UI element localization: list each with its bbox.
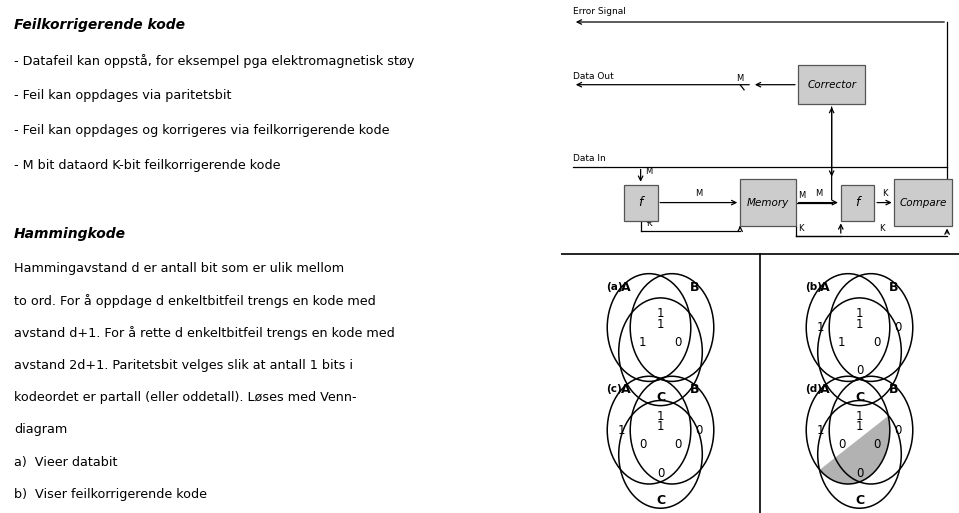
- Text: b)  Viser feilkorrigerende kode: b) Viser feilkorrigerende kode: [14, 488, 207, 501]
- Polygon shape: [820, 416, 890, 484]
- Text: Hammingkode: Hammingkode: [14, 227, 126, 241]
- Text: 1: 1: [817, 321, 825, 334]
- Text: Data Out: Data Out: [573, 72, 614, 81]
- Text: 0: 0: [695, 424, 703, 437]
- Text: C: C: [656, 494, 666, 507]
- Text: 0: 0: [674, 336, 682, 349]
- Text: Hammingavstand d er antall bit som er ulik mellom: Hammingavstand d er antall bit som er ul…: [14, 262, 344, 274]
- Text: B: B: [690, 383, 700, 396]
- Text: 0: 0: [855, 467, 863, 480]
- Text: f: f: [855, 196, 859, 209]
- Text: 1: 1: [855, 420, 863, 433]
- Text: 1: 1: [838, 336, 846, 349]
- Text: M: M: [815, 189, 822, 199]
- Text: A: A: [820, 281, 830, 293]
- Text: 0: 0: [657, 467, 665, 480]
- Text: C: C: [854, 391, 864, 404]
- Text: 0: 0: [639, 439, 646, 451]
- Text: M: M: [695, 189, 702, 199]
- FancyBboxPatch shape: [798, 66, 865, 104]
- Text: 0: 0: [895, 424, 901, 437]
- Text: kodeordet er partall (eller oddetall). Løses med Venn-: kodeordet er partall (eller oddetall). L…: [14, 391, 357, 404]
- Text: 1: 1: [817, 424, 825, 437]
- Text: K: K: [881, 189, 887, 199]
- Text: C: C: [854, 494, 864, 507]
- Text: 0: 0: [874, 439, 881, 451]
- Text: K: K: [798, 224, 804, 233]
- Text: K: K: [879, 224, 885, 233]
- Text: A: A: [621, 281, 631, 293]
- Text: 1: 1: [855, 307, 863, 320]
- Text: M: M: [737, 73, 744, 83]
- FancyBboxPatch shape: [841, 185, 875, 221]
- Text: 0: 0: [674, 439, 682, 451]
- Text: - Feil kan oppdages via paritetsbit: - Feil kan oppdages via paritetsbit: [14, 89, 231, 102]
- Text: Memory: Memory: [747, 198, 789, 208]
- FancyBboxPatch shape: [623, 185, 658, 221]
- Text: Data In: Data In: [573, 153, 606, 163]
- Text: Corrector: Corrector: [807, 80, 856, 90]
- Text: - M bit dataord K-bit feilkorrigerende kode: - M bit dataord K-bit feilkorrigerende k…: [14, 159, 281, 171]
- Text: (a): (a): [606, 282, 622, 292]
- Text: M: M: [798, 191, 805, 201]
- Text: (d): (d): [806, 384, 822, 394]
- Text: Error Signal: Error Signal: [573, 7, 626, 16]
- Text: 1: 1: [657, 409, 665, 423]
- Text: f: f: [639, 196, 643, 209]
- Text: avstand d+1. For å rette d enkeltbitfeil trengs en kode med: avstand d+1. For å rette d enkeltbitfeil…: [14, 326, 395, 340]
- Text: 0: 0: [838, 439, 846, 451]
- Text: K: K: [645, 216, 651, 225]
- Text: 1: 1: [619, 424, 625, 437]
- Text: 0: 0: [895, 321, 901, 334]
- Text: (b): (b): [806, 282, 822, 292]
- Text: avstand 2d+1. Paritetsbit velges slik at antall 1 bits i: avstand 2d+1. Paritetsbit velges slik at…: [14, 359, 353, 371]
- Text: Feilkorrigerende kode: Feilkorrigerende kode: [14, 18, 185, 32]
- Text: 0: 0: [855, 364, 863, 377]
- Text: 1: 1: [855, 318, 863, 331]
- Text: - Datafeil kan oppstå, for eksempel pga elektromagnetisk støy: - Datafeil kan oppstå, for eksempel pga …: [14, 54, 414, 68]
- Text: a)  Vieer databit: a) Vieer databit: [14, 456, 118, 468]
- Text: 1: 1: [855, 409, 863, 423]
- Text: to ord. For å oppdage d enkeltbitfeil trengs en kode med: to ord. For å oppdage d enkeltbitfeil tr…: [14, 294, 376, 308]
- Text: 0: 0: [874, 336, 881, 349]
- Text: B: B: [889, 383, 899, 396]
- Text: 1: 1: [657, 420, 665, 433]
- Text: (c): (c): [606, 384, 622, 394]
- Text: M: M: [645, 167, 653, 176]
- Text: diagram: diagram: [14, 423, 67, 436]
- Text: B: B: [690, 281, 700, 293]
- Text: C: C: [656, 391, 666, 404]
- Text: K: K: [646, 219, 652, 228]
- FancyBboxPatch shape: [895, 180, 952, 226]
- Text: Compare: Compare: [900, 198, 947, 208]
- Text: B: B: [889, 281, 899, 293]
- Text: 1: 1: [657, 318, 665, 331]
- Text: - Feil kan oppdages og korrigeres via feilkorrigerende kode: - Feil kan oppdages og korrigeres via fe…: [14, 124, 389, 136]
- Text: 1: 1: [639, 336, 646, 349]
- FancyBboxPatch shape: [740, 180, 796, 226]
- Text: 1: 1: [657, 307, 665, 320]
- Text: A: A: [820, 383, 830, 396]
- Text: A: A: [621, 383, 631, 396]
